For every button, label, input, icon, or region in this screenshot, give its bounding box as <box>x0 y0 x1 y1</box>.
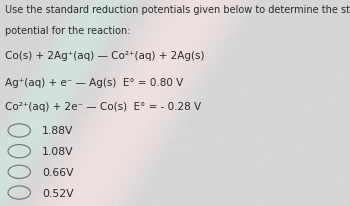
Text: Use the standard reduction potentials given below to determine the standard: Use the standard reduction potentials gi… <box>5 5 350 15</box>
Text: 1.08V: 1.08V <box>42 146 74 156</box>
Text: 0.66V: 0.66V <box>42 167 74 177</box>
Text: 0.52V: 0.52V <box>42 188 74 198</box>
Text: potential for the reaction:: potential for the reaction: <box>5 26 131 36</box>
Text: Co²⁺(aq) + 2e⁻ — Co(s)  E° = - 0.28 V: Co²⁺(aq) + 2e⁻ — Co(s) E° = - 0.28 V <box>5 102 201 112</box>
Text: Co(s) + 2Ag⁺(aq) — Co²⁺(aq) + 2Ag(s): Co(s) + 2Ag⁺(aq) — Co²⁺(aq) + 2Ag(s) <box>5 50 205 60</box>
Text: 1.88V: 1.88V <box>42 126 74 136</box>
Text: Ag⁺(aq) + e⁻ — Ag(s)  E° = 0.80 V: Ag⁺(aq) + e⁻ — Ag(s) E° = 0.80 V <box>5 77 183 87</box>
